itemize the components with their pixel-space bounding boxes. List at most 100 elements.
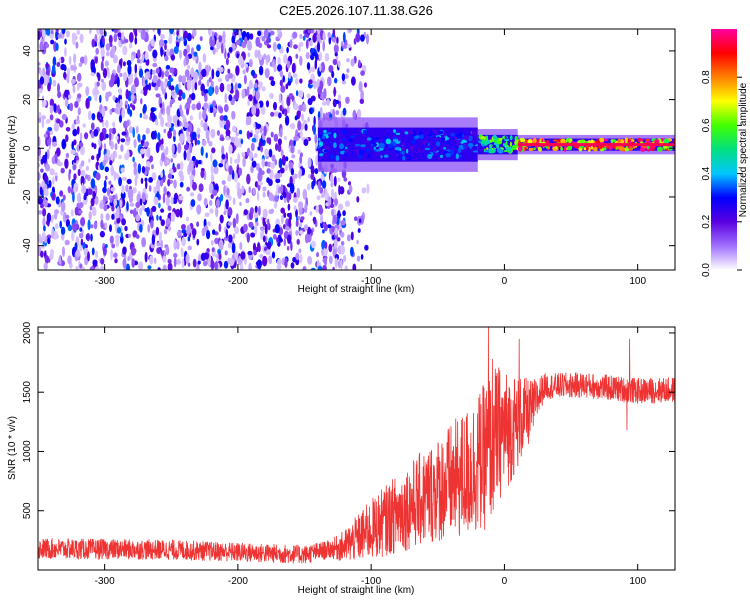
spectrogram-noise-blob [307,255,313,265]
spectrogram-noise-blob [103,196,108,202]
spectrogram-noise-blob [301,167,305,176]
spectrogram-noise-blob [218,77,222,83]
spectrogram-noise-blob [292,31,298,39]
spectrogram-noise-blob [67,224,73,232]
signal-band-blob [509,141,512,147]
signal-band-blob [345,150,351,155]
spectrogram-noise-blob [109,139,112,147]
spectrogram-noise-blob [218,252,222,261]
spectrogram-noise-blob [161,152,165,162]
spectrogram-noise-blob [344,265,348,270]
spectrogram-noise-blob [71,141,74,151]
spectrogram-noise-blob [95,47,99,55]
spectrogram-noise-blob [293,44,298,50]
spectrogram-noise-blob [249,33,254,40]
spectrogram-noise-blob [298,42,301,53]
spectrogram-noise-blob [270,111,275,117]
spectrogram-noise-blob [160,240,164,249]
spectrogram-noise-blob [270,194,275,200]
spectrogram-noise-blob [141,237,147,248]
spectrogram-noise-blob [153,196,159,206]
spectrogram-noise-blob [167,115,173,124]
spectrogram-noise-blob [178,170,184,178]
spectrogram-noise-blob [208,29,212,36]
signal-band-blob [390,133,396,139]
spectrogram-noise-blob [198,111,202,121]
spectrogram-noise-blob [173,239,177,251]
spectrogram-noise-blob [112,54,118,64]
spectrogram-noise-blob [77,168,81,177]
spectrogram-noise-blob [77,209,83,214]
signal-band-blob [472,150,479,153]
signal-band-blob [445,152,452,158]
spectrogram-noise-blob [139,224,143,233]
spectrogram-noise-blob [286,60,291,69]
signal-band-blob [436,146,440,151]
spectrogram-noise-blob [155,142,160,154]
spectrogram-noise-blob [249,151,253,161]
spectrogram-noise-blob [38,172,41,181]
spectrogram-noise-blob [299,55,303,66]
signal-band-blob [376,149,381,153]
signal-band-blob [519,137,526,143]
signal-band-blob [450,132,455,137]
signal-band-blob [393,151,398,156]
signal-band-blob [537,139,540,143]
signal-band-blob [360,144,366,148]
spectrogram-noise-blob [101,106,106,118]
spectrogram-noise-blob [113,198,118,207]
spectrogram-noise-blob [264,68,270,79]
spectrogram-noise-blob [252,88,256,97]
spectrogram-noise-blob [70,78,76,85]
spectrogram-noise-blob [239,202,242,206]
spectrogram-noise-blob [227,68,231,74]
spectrogram-noise-blob [360,70,365,76]
spectrogram-noise-blob [87,188,93,196]
spectrogram-noise-blob [114,143,118,151]
spectrogram-noise-blob [219,115,225,121]
signal-band-blob [402,155,406,161]
snr-y-tick-label: 1000 [22,440,33,463]
spectrogram-noise-blob [80,175,85,187]
spectrogram-noise-blob [117,64,121,74]
spectrogram-noise-blob [280,149,284,157]
spectrogram-noise-blob [213,184,219,191]
spectrogram-noise-blob [155,226,160,236]
spectrogram-noise-blob [167,173,173,179]
spectrogram-noise-blob [285,226,290,231]
spectrogram-noise-blob [83,194,87,201]
spectrogram-noise-blob [306,62,311,71]
spectrogram-noise-blob [109,224,112,233]
spectrogram-noise-blob [45,163,51,172]
spectrogram-noise-blob [319,106,323,118]
signal-band-blob [458,132,463,138]
spectrogram-noise-blob [46,148,50,160]
spectrogram-noise-blob [48,180,52,188]
spectrogram-noise-blob [91,122,95,131]
signal-band-blob [385,138,392,145]
spectrogram-noise-blob [178,82,181,90]
signal-band-blob [474,134,477,139]
spectrogram-noise-blob [273,233,277,240]
spectrogram-noise-blob [291,264,294,269]
spectrogram-noise-blob [61,138,67,150]
colorbar-tick-label: 0.6 [701,118,712,132]
spectrogram-noise-blob [228,94,233,102]
spectrogram-noise-blob [202,53,207,63]
spectrogram-noise-blob [100,78,105,83]
spectrogram-noise-blob [173,179,177,189]
spectrogram-noise-blob [173,253,178,258]
spectrogram-noise-blob [132,187,137,194]
signal-band-core [517,143,675,147]
spectrogram-noise-blob [165,146,169,156]
spectrogram-noise-blob [204,212,210,217]
spectrogram-noise-blob [331,225,335,233]
signal-band-blob [590,145,594,150]
spectrogram-noise-blob [235,138,240,148]
colorbar-gradient [711,29,737,270]
spectrogram-noise-blob [79,263,83,269]
spectrogram-noise-blob [72,191,75,203]
spectrogram-noise-blob [311,107,315,114]
spectrogram-noise-blob [242,156,246,168]
spectrogram-noise-blob [254,82,258,89]
